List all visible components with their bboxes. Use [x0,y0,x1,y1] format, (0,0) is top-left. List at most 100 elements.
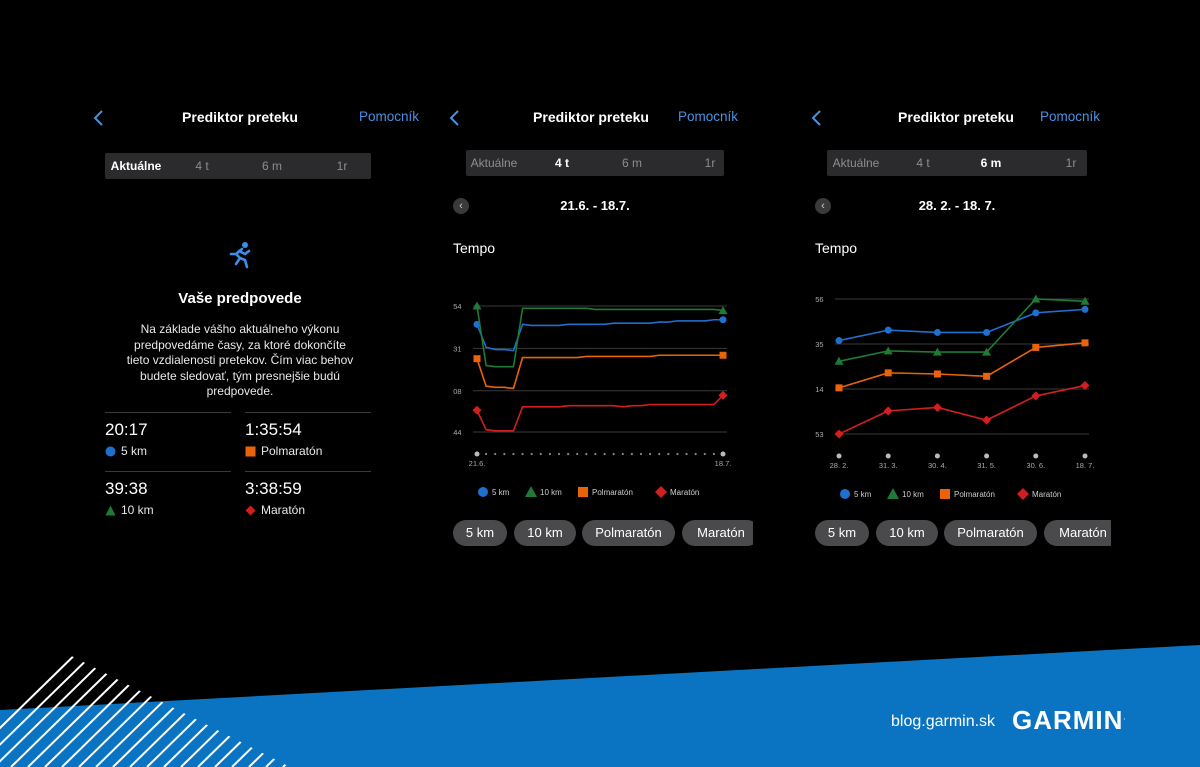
circle-marker [933,328,941,336]
chip-10km[interactable]: 10 km [876,520,938,546]
chip-marathon[interactable]: Maratón [682,520,753,546]
legend-label: Polmaratón [954,490,995,499]
x-tick-dot [539,452,542,456]
blog-url[interactable]: blog.garmin.sk [891,713,996,730]
circle-marker [835,337,843,345]
legend-label: 10 km [902,490,924,499]
diamond-marker [883,406,893,416]
x-tick-label: 21.6. [469,459,486,468]
square-marker [719,351,727,359]
previous-period-button[interactable]: ‹ [453,198,469,214]
tab-current[interactable]: Aktuálne [470,156,518,170]
series-line [476,305,724,368]
x-tick-label: 30. 4. [928,461,947,470]
tab-1-year[interactable]: 1r [1065,156,1077,170]
period-segmented-control: Aktuálne 4 t 6 m 1r [827,150,1087,176]
circle-marker [983,328,991,336]
y-tick-label: 3:56 [815,295,824,304]
tab-1-year[interactable]: 1r [336,159,348,173]
circle-marker [884,326,892,334]
prediction-time: 39:38 [105,479,148,498]
page-title: Prediktor preteku [182,109,298,125]
diamond-marker [982,415,992,425]
legend-label: 5 km [854,490,872,499]
x-tick-dot [530,452,533,456]
series-line [838,308,1086,342]
chip-marathon[interactable]: Maratón [1044,520,1111,546]
chart-title: Tempo [453,240,496,256]
x-tick-dot [567,452,570,456]
screen-4-weeks: Prediktor preteku Pomocník Aktuálne 4 t … [449,90,753,570]
x-tick-dot [485,452,488,456]
distance-chips: 5 km 10 km Polmaratón Maratón [453,520,753,550]
x-tick-dot [703,452,706,456]
circle-marker-icon [105,446,116,456]
legend-label: Maratón [670,488,699,497]
predictions-heading: Vaše predpovede [178,290,302,307]
x-tick-dot [658,452,661,456]
chip-half-marathon[interactable]: Polmaratón [582,520,675,546]
screen-6-months: Prediktor preteku Pomocník Aktuálne 4 t … [811,90,1115,570]
prediction-time: 3:38:59 [245,479,302,498]
blue-band [0,645,1200,767]
triangle-marker [472,301,482,310]
tab-6-months[interactable]: 6 m [261,159,282,173]
x-tick-dot [1033,453,1039,459]
chip-5km[interactable]: 5 km [815,520,869,546]
prediction-half-marathon: 1:35:54 Polmaratón [245,420,371,458]
tab-4-weeks[interactable]: 4 t [916,156,930,170]
x-tick-dot [984,453,990,459]
tab-6-months[interactable]: 6 m [621,156,642,170]
diamond-marker [1017,488,1029,500]
legend-label: 5 km [492,488,510,497]
x-tick-dot [685,452,688,456]
pace-chart: 3:54 4:31 5:08 5:44 21.6. 18.7. 5 km 10 km Polma… [453,301,731,498]
x-tick-dot [720,451,726,457]
circle-marker [840,489,850,499]
tab-1-year[interactable]: 1r [704,156,716,170]
series-line [838,298,1086,363]
page-title: Prediktor preteku [898,109,1014,125]
previous-period-button[interactable]: ‹ [815,198,831,214]
x-tick-dot [585,452,588,456]
chip-5km[interactable]: 5 km [453,520,507,546]
x-tick-dot [639,452,643,456]
tab-4-weeks[interactable]: 4 t [195,159,209,173]
chip-half-marathon[interactable]: Polmaratón [944,520,1037,546]
divider [245,412,371,413]
x-tick-dot [612,452,615,456]
pace-chart: 3:56 4:35 5:14 5:53 28. 2. 31. 3. 30. 4. 31. 5.… [815,294,1094,500]
triangle-marker [1080,296,1090,305]
series-line [838,342,1086,389]
x-tick-dot [621,452,624,456]
x-tick-dot [521,452,524,456]
tab-current[interactable]: Aktuálne [110,159,162,173]
triangle-marker [525,486,537,497]
garmin-logo: GARMIN. [1012,705,1126,736]
divider [105,412,231,413]
y-tick-label: 4:35 [815,340,824,349]
chip-10km[interactable]: 10 km [514,520,576,546]
prediction-label: Polmaratón [261,444,323,458]
x-tick-dot [934,453,940,459]
square-marker [983,372,991,380]
tab-current[interactable]: Aktuálne [832,156,880,170]
header: Prediktor preteku Pomocník [811,108,1115,128]
date-navigation: ‹ 28. 2. - 18. 7. [815,198,1099,214]
tab-4-weeks[interactable]: 4 t [554,156,569,170]
tab-6-months[interactable]: 6 m [980,156,1002,170]
header: Prediktor preteku Pomocník [449,108,753,128]
prediction-marathon: 3:38:59 Maratón [245,479,371,517]
helper-link[interactable]: Pomocník [677,109,738,124]
chevron-left-icon[interactable] [91,108,109,128]
square-marker [473,355,481,363]
x-tick-dot [576,452,579,456]
chevron-left-icon[interactable] [447,108,465,128]
chevron-left-icon[interactable] [809,108,827,128]
helper-link[interactable]: Pomocník [1039,109,1100,124]
circle-marker [719,316,727,324]
x-tick-dot [512,452,515,456]
page-title: Prediktor preteku [533,109,649,125]
triangle-marker [982,347,992,356]
helper-link[interactable]: Pomocník [358,109,419,124]
